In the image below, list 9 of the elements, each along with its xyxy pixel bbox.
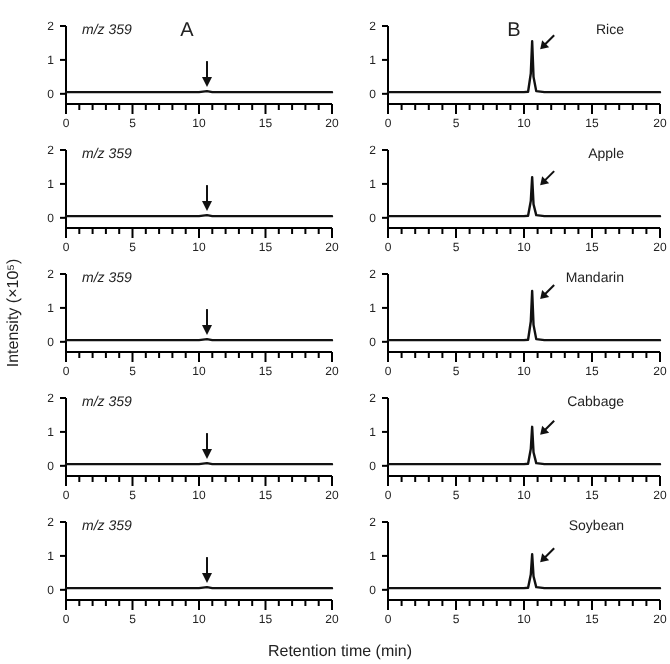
annotation: A [180, 20, 195, 42]
annotation: B [507, 20, 522, 42]
line-series [386, 425, 662, 466]
line-series [386, 40, 662, 94]
y-axis-title: Intensity (×10⁵) [4, 258, 22, 368]
line-series [386, 289, 662, 342]
line-series [386, 553, 662, 590]
x-axis-title: Retention time (min) [267, 642, 413, 660]
line-series [386, 175, 662, 218]
